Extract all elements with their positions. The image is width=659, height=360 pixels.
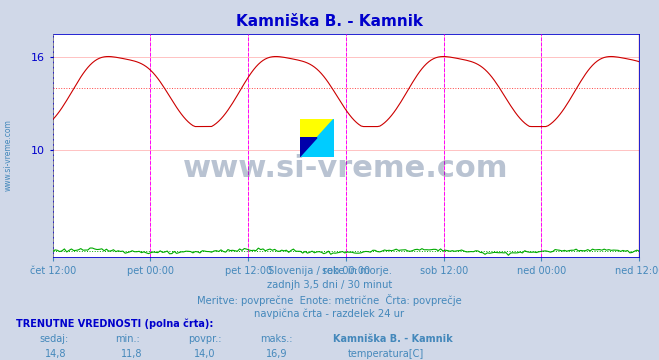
Text: temperatura[C]: temperatura[C] (347, 349, 424, 359)
Text: TRENUTNE VREDNOSTI (polna črta):: TRENUTNE VREDNOSTI (polna črta): (16, 319, 214, 329)
Polygon shape (300, 119, 334, 157)
Text: povpr.:: povpr.: (188, 334, 221, 344)
Text: 11,8: 11,8 (121, 349, 142, 359)
Polygon shape (300, 138, 317, 157)
Text: sedaj:: sedaj: (40, 334, 69, 344)
Text: Kamniška B. - Kamnik: Kamniška B. - Kamnik (333, 334, 453, 344)
Text: maks.:: maks.: (260, 334, 293, 344)
Text: 16,9: 16,9 (266, 349, 287, 359)
Text: min.:: min.: (115, 334, 140, 344)
Text: Slovenija / reke in morje.: Slovenija / reke in morje. (268, 266, 391, 276)
Text: navpična črta - razdelek 24 ur: navpična črta - razdelek 24 ur (254, 309, 405, 319)
Text: 14,0: 14,0 (194, 349, 215, 359)
Text: 14,8: 14,8 (45, 349, 67, 359)
Text: zadnjh 3,5 dni / 30 minut: zadnjh 3,5 dni / 30 minut (267, 280, 392, 290)
Text: www.si-vreme.com: www.si-vreme.com (3, 119, 13, 191)
Polygon shape (300, 119, 334, 157)
Text: Meritve: povprečne  Enote: metrične  Črta: povprečje: Meritve: povprečne Enote: metrične Črta:… (197, 294, 462, 306)
Text: Kamniška B. - Kamnik: Kamniška B. - Kamnik (236, 14, 423, 29)
Text: www.si-vreme.com: www.si-vreme.com (183, 154, 509, 183)
